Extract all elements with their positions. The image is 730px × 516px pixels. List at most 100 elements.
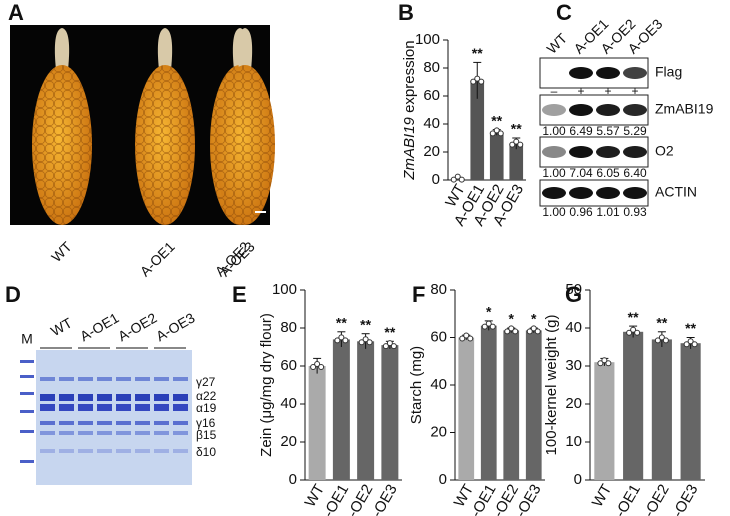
data-point — [626, 329, 633, 336]
x-tick-label: WT — [589, 481, 615, 510]
significance: ** — [511, 121, 522, 137]
ladder-band — [20, 430, 34, 433]
gel-band — [173, 449, 188, 453]
ladder-band — [20, 392, 34, 395]
y-tick-label: 20 — [280, 433, 297, 450]
data-point — [450, 176, 457, 183]
significance: ** — [656, 315, 667, 331]
data-point — [605, 360, 612, 367]
blot-value: 6.05 — [596, 166, 620, 180]
bar — [308, 366, 326, 480]
gel-group: A-OE3 — [153, 309, 198, 344]
data-point — [459, 335, 466, 342]
data-point — [662, 337, 669, 344]
y-tick-label: 0 — [439, 471, 447, 488]
bar — [480, 325, 497, 480]
significance: * — [486, 304, 492, 320]
panel-letter: D — [5, 282, 21, 307]
y-axis-label: 100-kernel weight (g) — [543, 315, 560, 456]
y-axis-label-text: Zein (μg/mg dry flour) — [258, 313, 275, 457]
gel-band — [40, 431, 55, 435]
gel-band — [59, 404, 74, 411]
panel-letter: E — [232, 282, 247, 307]
bar — [381, 345, 399, 480]
gel-band — [97, 431, 112, 435]
data-point — [526, 328, 533, 335]
cob-tip — [157, 28, 173, 70]
y-tick-label: 20 — [565, 395, 582, 412]
y-tick-label: 60 — [423, 87, 440, 104]
ladder-band — [20, 375, 34, 378]
gel-band — [154, 449, 169, 453]
gel-band — [173, 394, 188, 401]
blot-band — [569, 187, 593, 199]
blot-value: 6.49 — [569, 124, 593, 138]
data-point — [493, 127, 500, 134]
y-tick-label: 40 — [565, 319, 582, 336]
blot-band — [542, 187, 566, 199]
bar — [332, 339, 350, 480]
blot-band — [569, 104, 593, 116]
y-tick-label: 0 — [432, 171, 440, 188]
y-tick-label: 100 — [272, 281, 297, 298]
data-point — [481, 323, 488, 330]
blot-marker: + — [631, 84, 638, 98]
blot-band — [596, 104, 620, 116]
data-point — [597, 360, 604, 367]
gel-band — [40, 421, 55, 425]
blot-band — [596, 146, 620, 158]
data-point — [454, 173, 461, 180]
gel-band — [40, 449, 55, 453]
gel-band — [97, 449, 112, 453]
y-axis-label: Starch (mg) — [408, 346, 425, 424]
data-point — [512, 328, 519, 335]
significance: * — [531, 311, 537, 327]
ladder-band — [20, 410, 34, 413]
data-point — [470, 78, 477, 85]
blot-row-label: ACTIN — [655, 184, 697, 200]
data-point — [467, 335, 474, 342]
bar — [503, 330, 520, 480]
data-point — [683, 341, 690, 348]
data-point — [382, 343, 389, 350]
gel-background — [36, 350, 192, 485]
blot-value: 7.04 — [569, 166, 593, 180]
y-tick-label: 0 — [574, 471, 582, 488]
gel-band — [173, 431, 188, 435]
data-point — [601, 357, 608, 364]
y-tick-label: 20 — [430, 423, 447, 440]
y-tick-label: 80 — [430, 281, 447, 298]
blot-value: 0.93 — [623, 205, 647, 219]
gel-band-label: α19 — [196, 401, 217, 415]
data-point — [530, 325, 537, 332]
panel-letter: F — [412, 282, 425, 307]
panel-letter: G — [565, 282, 582, 307]
gel-band — [116, 421, 131, 425]
significance: ** — [360, 316, 371, 332]
y-tick-label: 40 — [280, 395, 297, 412]
bar — [458, 337, 475, 480]
gel-band — [78, 394, 93, 401]
ear-kernels — [32, 65, 92, 225]
data-point — [504, 328, 511, 335]
blot-marker: + — [604, 84, 611, 98]
gel-band — [78, 421, 93, 425]
blot-band — [623, 187, 647, 199]
data-point — [489, 130, 496, 137]
data-point — [534, 328, 541, 335]
x-tick-label: A-OE1 — [607, 481, 644, 516]
gel-band — [135, 449, 150, 453]
gel-band — [116, 404, 131, 411]
gel-band — [154, 394, 169, 401]
gel-band — [97, 404, 112, 411]
bar — [623, 331, 644, 480]
gel-band — [154, 421, 169, 425]
y-tick-label: 40 — [430, 376, 447, 393]
photo-label: WT — [48, 238, 75, 265]
gel-band — [154, 404, 169, 411]
bar — [470, 80, 485, 180]
gel-band — [40, 394, 55, 401]
blot-value: 1.01 — [596, 205, 620, 219]
blot-value: 1.00 — [542, 205, 566, 219]
blot-band — [623, 104, 647, 116]
